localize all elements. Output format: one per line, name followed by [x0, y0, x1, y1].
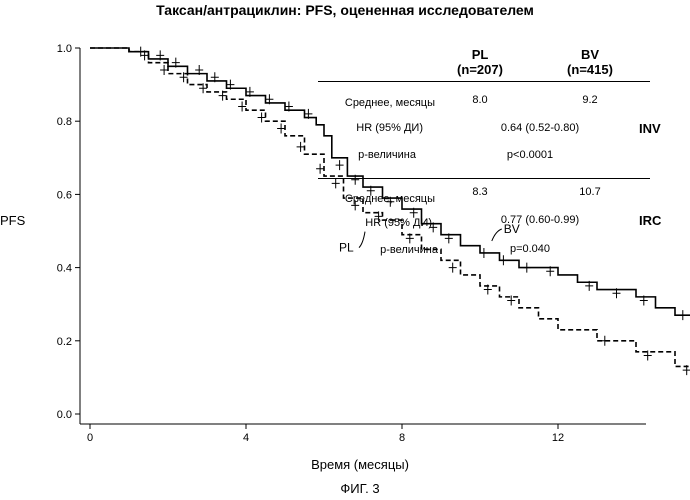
- inv-hr-value: 0.64 (0.52-0.80): [470, 122, 610, 134]
- table-divider-top: [318, 81, 650, 82]
- x-tick-label: 8: [399, 432, 405, 444]
- censor-mark-pl: [449, 263, 457, 273]
- x-axis-label: Время (месяцы): [0, 457, 690, 472]
- header-bv-n: (n=415): [545, 62, 635, 77]
- table-header-pl: PL (n=207): [440, 47, 520, 77]
- table-divider-middle: [318, 178, 650, 179]
- censor-mark-bv: [679, 310, 687, 320]
- header-pl-name: PL: [440, 47, 520, 62]
- x-tick-label: 4: [243, 432, 249, 444]
- inv-hr-label: HR (95% ДИ): [290, 122, 423, 134]
- figure-caption: ФИГ. 3: [0, 481, 690, 496]
- y-tick-label: 0.4: [57, 263, 72, 275]
- irc-median-label: Среднее, месяцы: [290, 193, 435, 205]
- group-label-inv: INV: [639, 121, 661, 136]
- header-pl-n: (n=207): [440, 62, 520, 77]
- censor-mark-bv: [499, 255, 507, 265]
- y-tick-label: 0.6: [57, 189, 72, 201]
- y-tick-label: 0.2: [57, 336, 72, 348]
- censor-mark-bv: [336, 160, 344, 170]
- inv-median-label: Среднее, месяцы: [290, 97, 435, 109]
- irc-p-value: p=0.040: [470, 243, 590, 255]
- table-header-bv: BV (n=415): [545, 47, 635, 77]
- inv-p-label: p-величина: [290, 149, 416, 161]
- censor-mark-pl: [332, 178, 340, 188]
- irc-median-pl: 8.3: [455, 186, 505, 198]
- censor-mark-pl: [258, 113, 266, 123]
- x-tick-label: 12: [552, 432, 564, 444]
- bv-label-leader: [492, 229, 502, 241]
- censor-mark-pl: [601, 336, 609, 346]
- censor-mark-pl: [316, 164, 324, 174]
- censor-mark-pl: [406, 233, 414, 243]
- irc-p-label: p-величина: [290, 244, 438, 256]
- y-tick-label: 0.0: [57, 409, 72, 421]
- irc-median-bv: 10.7: [565, 186, 615, 198]
- censor-mark-pl: [277, 124, 285, 134]
- censor-mark-pl: [160, 65, 168, 75]
- censor-mark-bv: [523, 263, 531, 273]
- inv-median-pl: 8.0: [455, 94, 505, 106]
- inv-median-bv: 9.2: [565, 94, 615, 106]
- censor-mark-pl: [238, 102, 246, 112]
- group-label-irc: IRC: [639, 213, 661, 228]
- x-tick-label: 0: [87, 432, 93, 444]
- y-tick-label: 0.8: [57, 116, 72, 128]
- irc-hr-label: HR (95% ДИ): [290, 217, 432, 229]
- irc-hr-value: 0.77 (0.60-0.99): [470, 214, 610, 226]
- header-bv-name: BV: [545, 47, 635, 62]
- inv-p-value: p<0.0001: [470, 149, 590, 161]
- y-tick-label: 1.0: [57, 43, 72, 55]
